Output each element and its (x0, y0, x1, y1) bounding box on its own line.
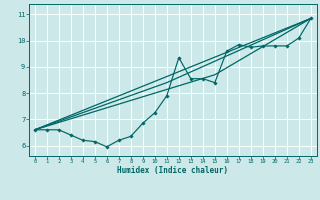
X-axis label: Humidex (Indice chaleur): Humidex (Indice chaleur) (117, 166, 228, 175)
